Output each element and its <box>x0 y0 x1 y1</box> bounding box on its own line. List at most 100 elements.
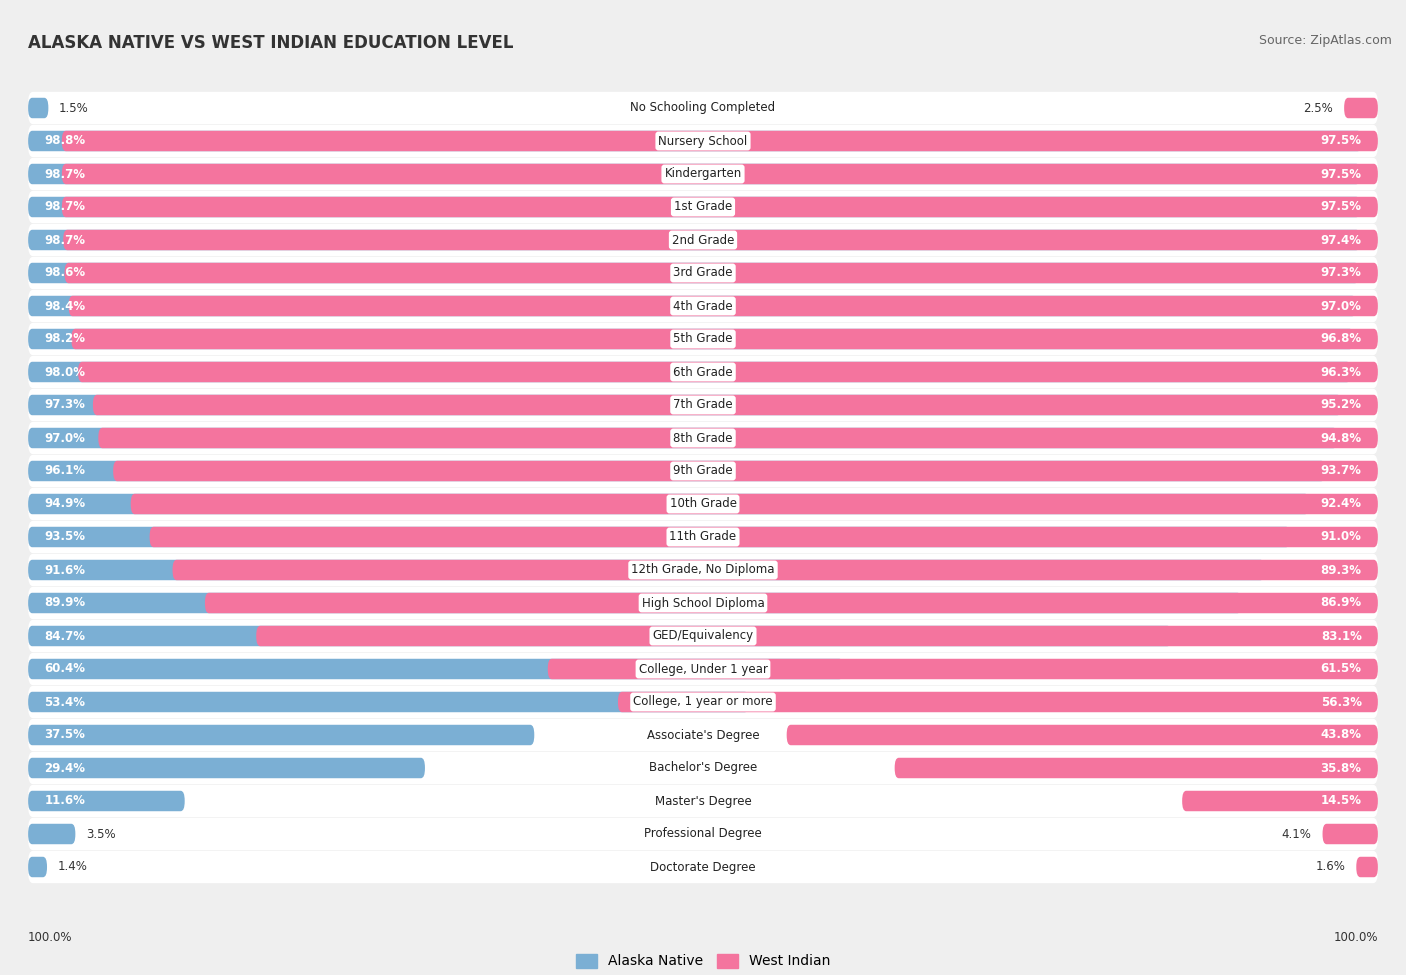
FancyBboxPatch shape <box>28 256 1378 290</box>
Text: 98.7%: 98.7% <box>45 168 86 180</box>
Text: 1st Grade: 1st Grade <box>673 201 733 214</box>
FancyBboxPatch shape <box>28 818 1378 850</box>
Text: 97.5%: 97.5% <box>1320 168 1361 180</box>
Text: 97.5%: 97.5% <box>1320 201 1361 214</box>
FancyBboxPatch shape <box>28 230 1361 251</box>
FancyBboxPatch shape <box>28 626 1171 646</box>
FancyBboxPatch shape <box>1357 857 1378 878</box>
FancyBboxPatch shape <box>894 758 1378 778</box>
FancyBboxPatch shape <box>28 131 1361 151</box>
FancyBboxPatch shape <box>28 92 1378 124</box>
Text: 4.1%: 4.1% <box>1282 828 1312 840</box>
Text: 1.6%: 1.6% <box>1316 861 1346 874</box>
FancyBboxPatch shape <box>28 824 76 844</box>
FancyBboxPatch shape <box>28 191 1378 223</box>
Text: 97.5%: 97.5% <box>1320 135 1361 147</box>
Text: 98.7%: 98.7% <box>45 201 86 214</box>
Text: Kindergarten: Kindergarten <box>665 168 741 180</box>
Text: 29.4%: 29.4% <box>45 761 86 774</box>
Text: 61.5%: 61.5% <box>1320 662 1361 676</box>
FancyBboxPatch shape <box>28 857 46 878</box>
FancyBboxPatch shape <box>28 851 1378 883</box>
FancyBboxPatch shape <box>28 724 534 745</box>
Text: 60.4%: 60.4% <box>45 662 86 676</box>
FancyBboxPatch shape <box>28 158 1378 190</box>
FancyBboxPatch shape <box>256 626 1378 646</box>
Text: 97.4%: 97.4% <box>1320 233 1361 247</box>
Text: 4th Grade: 4th Grade <box>673 299 733 313</box>
Text: 91.6%: 91.6% <box>45 564 86 576</box>
Legend: Alaska Native, West Indian: Alaska Native, West Indian <box>571 948 835 974</box>
FancyBboxPatch shape <box>548 659 1378 680</box>
Text: GED/Equivalency: GED/Equivalency <box>652 630 754 643</box>
Text: 12th Grade, No Diploma: 12th Grade, No Diploma <box>631 564 775 576</box>
Text: 6th Grade: 6th Grade <box>673 366 733 378</box>
FancyBboxPatch shape <box>173 560 1378 580</box>
FancyBboxPatch shape <box>72 329 1378 349</box>
Text: 10th Grade: 10th Grade <box>669 497 737 511</box>
Text: 98.7%: 98.7% <box>45 233 86 247</box>
Text: 86.9%: 86.9% <box>1320 597 1361 609</box>
Text: 93.7%: 93.7% <box>1320 464 1361 478</box>
Text: 89.9%: 89.9% <box>45 597 86 609</box>
Text: 94.9%: 94.9% <box>45 497 86 511</box>
FancyBboxPatch shape <box>28 356 1378 388</box>
FancyBboxPatch shape <box>28 197 1361 217</box>
Text: 96.3%: 96.3% <box>1320 366 1361 378</box>
FancyBboxPatch shape <box>787 724 1378 745</box>
FancyBboxPatch shape <box>112 461 1378 482</box>
Text: 9th Grade: 9th Grade <box>673 464 733 478</box>
FancyBboxPatch shape <box>62 131 1378 151</box>
FancyBboxPatch shape <box>28 224 1378 256</box>
FancyBboxPatch shape <box>28 692 749 712</box>
FancyBboxPatch shape <box>28 323 1378 355</box>
Text: 11.6%: 11.6% <box>45 795 86 807</box>
FancyBboxPatch shape <box>28 493 1309 514</box>
Text: 37.5%: 37.5% <box>45 728 86 742</box>
Text: 98.2%: 98.2% <box>45 332 86 345</box>
FancyBboxPatch shape <box>28 98 48 118</box>
FancyBboxPatch shape <box>69 295 1378 316</box>
FancyBboxPatch shape <box>28 560 1264 580</box>
FancyBboxPatch shape <box>28 587 1378 619</box>
FancyBboxPatch shape <box>28 454 1378 488</box>
Text: 1.5%: 1.5% <box>59 101 89 114</box>
FancyBboxPatch shape <box>28 752 1378 784</box>
FancyBboxPatch shape <box>28 290 1378 322</box>
FancyBboxPatch shape <box>28 554 1378 586</box>
FancyBboxPatch shape <box>79 362 1378 382</box>
Text: 56.3%: 56.3% <box>1320 695 1361 709</box>
Text: 11th Grade: 11th Grade <box>669 530 737 543</box>
Text: 97.3%: 97.3% <box>45 399 86 411</box>
Text: 95.2%: 95.2% <box>1320 399 1361 411</box>
FancyBboxPatch shape <box>65 263 1378 283</box>
Text: 35.8%: 35.8% <box>1320 761 1361 774</box>
Text: 97.0%: 97.0% <box>45 432 86 445</box>
FancyBboxPatch shape <box>28 395 1341 415</box>
FancyBboxPatch shape <box>28 422 1378 454</box>
Text: College, Under 1 year: College, Under 1 year <box>638 662 768 676</box>
FancyBboxPatch shape <box>28 125 1378 157</box>
FancyBboxPatch shape <box>28 526 1291 547</box>
Text: 5th Grade: 5th Grade <box>673 332 733 345</box>
Text: 100.0%: 100.0% <box>28 931 73 945</box>
FancyBboxPatch shape <box>28 620 1378 652</box>
FancyBboxPatch shape <box>28 263 1360 283</box>
Text: Professional Degree: Professional Degree <box>644 828 762 840</box>
FancyBboxPatch shape <box>149 526 1378 547</box>
Text: Source: ZipAtlas.com: Source: ZipAtlas.com <box>1258 34 1392 47</box>
FancyBboxPatch shape <box>619 692 1378 712</box>
FancyBboxPatch shape <box>98 428 1378 448</box>
FancyBboxPatch shape <box>1323 824 1378 844</box>
Text: 96.8%: 96.8% <box>1320 332 1361 345</box>
FancyBboxPatch shape <box>28 461 1326 482</box>
Text: 98.4%: 98.4% <box>45 299 86 313</box>
FancyBboxPatch shape <box>1344 98 1378 118</box>
Text: 8th Grade: 8th Grade <box>673 432 733 445</box>
Text: 2nd Grade: 2nd Grade <box>672 233 734 247</box>
FancyBboxPatch shape <box>28 329 1354 349</box>
FancyBboxPatch shape <box>28 719 1378 751</box>
Text: College, 1 year or more: College, 1 year or more <box>633 695 773 709</box>
FancyBboxPatch shape <box>205 593 1378 613</box>
FancyBboxPatch shape <box>28 521 1378 553</box>
